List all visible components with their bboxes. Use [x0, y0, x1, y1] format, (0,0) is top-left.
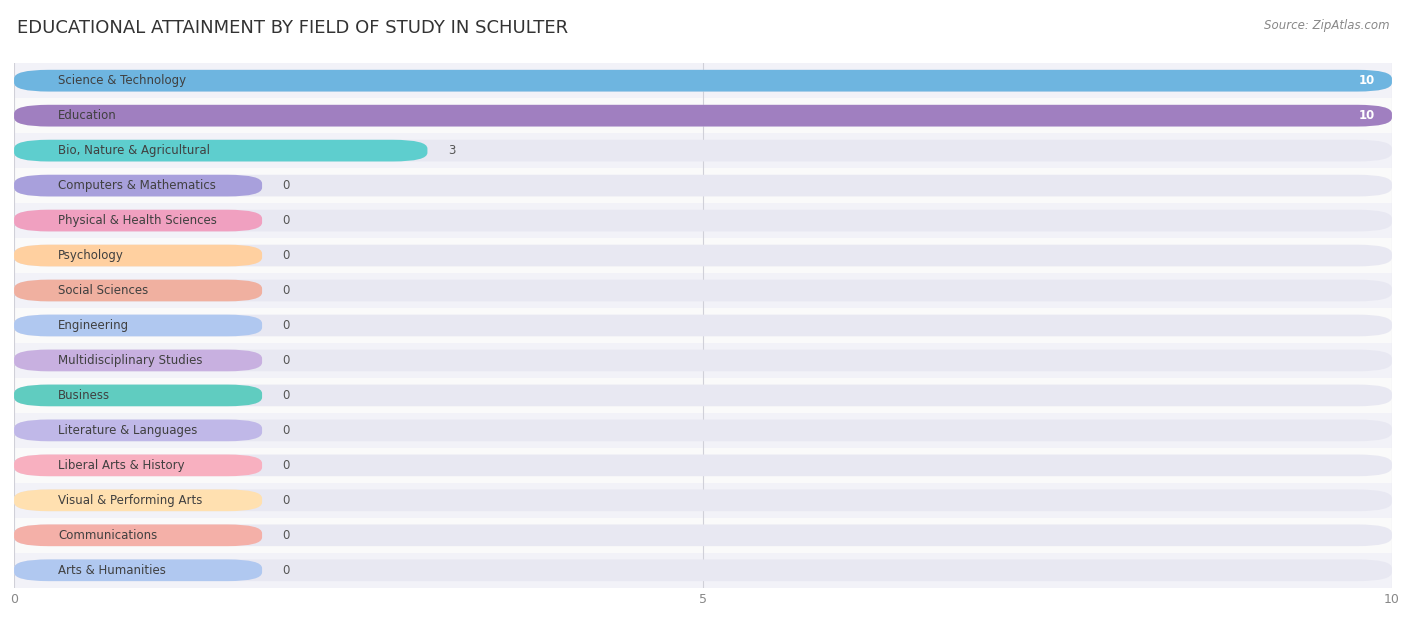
- Text: Social Sciences: Social Sciences: [58, 284, 149, 297]
- Text: 10: 10: [1360, 74, 1375, 87]
- Bar: [14, 308, 1392, 343]
- FancyBboxPatch shape: [14, 490, 262, 511]
- Text: 10: 10: [1360, 109, 1375, 122]
- FancyBboxPatch shape: [14, 559, 262, 581]
- Text: Visual & Performing Arts: Visual & Performing Arts: [58, 494, 202, 507]
- Bar: [14, 98, 1392, 133]
- FancyBboxPatch shape: [14, 490, 1392, 511]
- Text: Psychology: Psychology: [58, 249, 124, 262]
- Bar: [14, 238, 1392, 273]
- Bar: [14, 63, 1392, 98]
- FancyBboxPatch shape: [14, 210, 262, 231]
- FancyBboxPatch shape: [14, 105, 1392, 126]
- Text: 0: 0: [283, 319, 290, 332]
- FancyBboxPatch shape: [14, 70, 1392, 92]
- Text: 0: 0: [283, 424, 290, 437]
- Text: 0: 0: [283, 564, 290, 577]
- Bar: [14, 518, 1392, 553]
- FancyBboxPatch shape: [14, 245, 262, 266]
- FancyBboxPatch shape: [14, 349, 262, 371]
- Bar: [14, 553, 1392, 588]
- Text: Physical & Health Sciences: Physical & Health Sciences: [58, 214, 217, 227]
- Bar: [14, 448, 1392, 483]
- Text: Source: ZipAtlas.com: Source: ZipAtlas.com: [1264, 19, 1389, 32]
- FancyBboxPatch shape: [14, 70, 1392, 92]
- Text: Science & Technology: Science & Technology: [58, 74, 186, 87]
- Text: 0: 0: [283, 459, 290, 472]
- Text: 0: 0: [283, 249, 290, 262]
- Text: 0: 0: [283, 354, 290, 367]
- Text: 0: 0: [283, 389, 290, 402]
- FancyBboxPatch shape: [14, 349, 1392, 371]
- Bar: [14, 203, 1392, 238]
- FancyBboxPatch shape: [14, 454, 1392, 476]
- Bar: [14, 378, 1392, 413]
- Text: 0: 0: [283, 529, 290, 542]
- Text: 3: 3: [449, 144, 456, 157]
- FancyBboxPatch shape: [14, 559, 1392, 581]
- FancyBboxPatch shape: [14, 420, 1392, 441]
- Text: Computers & Mathematics: Computers & Mathematics: [58, 179, 217, 192]
- FancyBboxPatch shape: [14, 280, 262, 301]
- FancyBboxPatch shape: [14, 245, 1392, 266]
- FancyBboxPatch shape: [14, 105, 1392, 126]
- FancyBboxPatch shape: [14, 280, 1392, 301]
- Bar: [14, 168, 1392, 203]
- Text: 0: 0: [283, 214, 290, 227]
- FancyBboxPatch shape: [14, 315, 1392, 336]
- Text: EDUCATIONAL ATTAINMENT BY FIELD OF STUDY IN SCHULTER: EDUCATIONAL ATTAINMENT BY FIELD OF STUDY…: [17, 19, 568, 37]
- Bar: [14, 413, 1392, 448]
- FancyBboxPatch shape: [14, 175, 262, 197]
- Text: Communications: Communications: [58, 529, 157, 542]
- Text: Liberal Arts & History: Liberal Arts & History: [58, 459, 184, 472]
- Bar: [14, 133, 1392, 168]
- FancyBboxPatch shape: [14, 420, 262, 441]
- FancyBboxPatch shape: [14, 525, 1392, 546]
- FancyBboxPatch shape: [14, 140, 427, 161]
- Text: 0: 0: [283, 179, 290, 192]
- Bar: [14, 273, 1392, 308]
- Bar: [14, 343, 1392, 378]
- FancyBboxPatch shape: [14, 315, 262, 336]
- FancyBboxPatch shape: [14, 210, 1392, 231]
- Text: Arts & Humanities: Arts & Humanities: [58, 564, 166, 577]
- Text: Education: Education: [58, 109, 117, 122]
- Bar: [14, 483, 1392, 518]
- Text: Engineering: Engineering: [58, 319, 129, 332]
- Text: 0: 0: [283, 284, 290, 297]
- FancyBboxPatch shape: [14, 385, 1392, 406]
- Text: Literature & Languages: Literature & Languages: [58, 424, 197, 437]
- Text: Bio, Nature & Agricultural: Bio, Nature & Agricultural: [58, 144, 209, 157]
- FancyBboxPatch shape: [14, 385, 262, 406]
- FancyBboxPatch shape: [14, 454, 262, 476]
- FancyBboxPatch shape: [14, 175, 1392, 197]
- Text: Multidisciplinary Studies: Multidisciplinary Studies: [58, 354, 202, 367]
- Text: 0: 0: [283, 494, 290, 507]
- FancyBboxPatch shape: [14, 525, 262, 546]
- Text: Business: Business: [58, 389, 110, 402]
- FancyBboxPatch shape: [14, 140, 1392, 161]
